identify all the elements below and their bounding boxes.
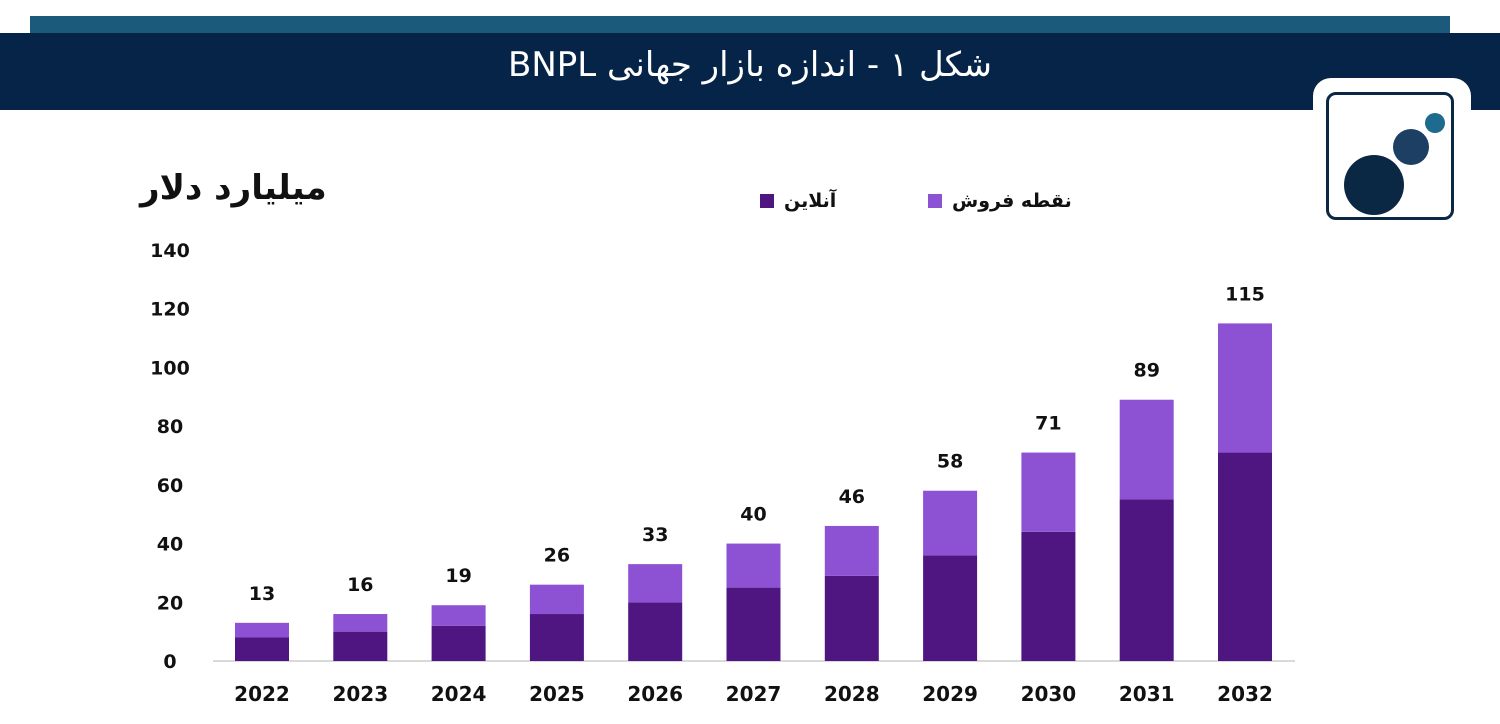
y-tick-label: 120 bbox=[150, 299, 190, 321]
x-tick-label: 2024 bbox=[431, 682, 487, 706]
bar-segment-online bbox=[824, 575, 879, 661]
bar-segment-pos bbox=[235, 622, 289, 638]
y-tick-label: 100 bbox=[150, 357, 190, 379]
bar-segment-online bbox=[333, 631, 388, 661]
y-tick-label: 80 bbox=[157, 416, 183, 438]
bar-total-label: 46 bbox=[839, 486, 865, 508]
bar-total-label: 115 bbox=[1225, 283, 1265, 305]
bar-total-label: 16 bbox=[347, 574, 373, 596]
bar-segment-pos bbox=[923, 490, 978, 556]
x-tick-label: 2022 bbox=[234, 682, 290, 706]
x-tick-label: 2030 bbox=[1021, 682, 1077, 706]
legend-swatch-pos bbox=[928, 194, 942, 208]
x-tick-label: 2031 bbox=[1119, 682, 1175, 706]
bar-segment-pos bbox=[1021, 452, 1076, 532]
bar-total-label: 33 bbox=[642, 524, 668, 546]
x-tick-label: 2028 bbox=[824, 682, 880, 706]
bar-total-label: 40 bbox=[740, 504, 766, 526]
bar-total-label: 13 bbox=[249, 583, 275, 605]
x-tick-label: 2027 bbox=[726, 682, 782, 706]
bar-segment-pos bbox=[1218, 323, 1272, 453]
page-title: شکل ۱ - اندازه بازار جهانی BNPL bbox=[508, 45, 993, 85]
bar-segment-pos bbox=[529, 584, 584, 615]
x-tick-label: 2032 bbox=[1217, 682, 1273, 706]
three-circles-logo-icon bbox=[1344, 113, 1445, 215]
y-axis-unit-label: میلیارد دلار bbox=[140, 168, 327, 208]
logo bbox=[1326, 92, 1454, 220]
bar-segment-pos bbox=[726, 543, 781, 588]
legend-swatch-online bbox=[760, 194, 774, 208]
title-bar bbox=[0, 33, 1500, 110]
bar-total-label: 89 bbox=[1133, 360, 1159, 382]
bar-segment-online bbox=[628, 602, 683, 661]
bar-segment-online bbox=[529, 614, 584, 661]
bar-total-label: 71 bbox=[1035, 413, 1061, 435]
y-tick-label: 60 bbox=[157, 475, 183, 497]
bar-segment-online bbox=[726, 587, 781, 661]
x-tick-label: 2023 bbox=[332, 682, 388, 706]
y-tick-label: 0 bbox=[163, 651, 176, 673]
bar-segment-online bbox=[1021, 531, 1076, 661]
legend-item-online: آنلاین bbox=[760, 190, 836, 212]
top-accent-strip bbox=[30, 16, 1450, 36]
y-tick-label: 20 bbox=[157, 592, 183, 614]
bar-segment-pos bbox=[431, 605, 486, 626]
x-tick-label: 2025 bbox=[529, 682, 585, 706]
legend-item-pos: نقطه فروش bbox=[928, 190, 1072, 212]
bar-segment-pos bbox=[824, 525, 879, 576]
bar-segment-online bbox=[923, 555, 978, 661]
bar-total-label: 58 bbox=[937, 451, 963, 473]
bar-segment-online bbox=[1218, 452, 1272, 661]
legend-label-pos: نقطه فروش bbox=[952, 190, 1072, 212]
y-tick-label: 140 bbox=[150, 240, 190, 262]
x-tick-label: 2026 bbox=[627, 682, 683, 706]
bar-segment-pos bbox=[1119, 399, 1174, 500]
bar-segment-pos bbox=[628, 564, 683, 603]
bar-total-label: 26 bbox=[544, 545, 570, 567]
x-tick-label: 2029 bbox=[922, 682, 978, 706]
bar-segment-pos bbox=[333, 614, 388, 632]
bar-total-label: 19 bbox=[445, 565, 471, 587]
y-tick-label: 40 bbox=[157, 534, 183, 556]
bar-segment-online bbox=[235, 637, 289, 661]
bar-segment-online bbox=[431, 625, 486, 661]
legend-label-online: آنلاین bbox=[784, 190, 837, 212]
bar-segment-online bbox=[1119, 499, 1174, 661]
